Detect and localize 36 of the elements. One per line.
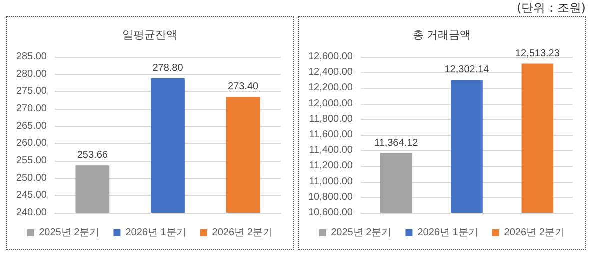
y-tick-label: 12,000.00 <box>308 98 354 110</box>
y-tick-label: 265.00 <box>16 120 48 132</box>
y-tick-label: 11,800.00 <box>309 114 354 125</box>
y-tick-label: 255.00 <box>16 156 48 166</box>
y-tick-label: 12,400.00 <box>308 67 354 78</box>
y-tick-label: 10,600.00 <box>308 208 354 218</box>
y-tick-label: 260.00 <box>16 138 48 150</box>
y-tick-label: 12,600.00 <box>308 52 354 62</box>
legend-label: 2026년 1분기 <box>126 228 186 238</box>
legend-label: 2025년 2분기 <box>39 228 100 238</box>
y-tick-label: 240.00 <box>16 208 48 218</box>
y-tick-label: 11,000.00 <box>309 176 354 188</box>
data-label: 253.66 <box>77 150 108 162</box>
data-label: 12,513.23 <box>515 48 560 60</box>
chart-title: 일평균잔액 <box>122 30 178 42</box>
legend-label: 2025년 2분기 <box>331 228 392 238</box>
y-tick-label: 11,600.00 <box>309 130 354 140</box>
data-label: 12,302.14 <box>444 64 490 76</box>
text: (단위 : 조원) <box>516 0 586 17</box>
y-tick-label: 275.00 <box>16 86 48 98</box>
data-label: 278.80 <box>152 62 184 74</box>
y-tick-label: 280.00 <box>16 68 48 80</box>
chart-title: 총 거래금액 <box>412 30 472 42</box>
legend-label: 2026년 1분기 <box>418 228 478 238</box>
y-tick-label: 12,200.00 <box>308 82 354 94</box>
legend-label: 2026년 2분기 <box>504 228 565 238</box>
y-tick-label: 250.00 <box>16 172 48 184</box>
data-label: 11,364.12 <box>374 138 419 149</box>
y-tick-label: 10,800.00 <box>308 192 354 203</box>
legend-label: 2026년 2분기 <box>212 228 273 238</box>
y-tick-label: 11,200.00 <box>309 160 354 172</box>
y-tick-label: 11,400.00 <box>309 145 354 156</box>
y-tick-label: 270.00 <box>16 104 48 114</box>
y-tick-label: 285.00 <box>16 52 48 62</box>
data-label: 273.40 <box>228 82 260 93</box>
y-tick-label: 245.00 <box>16 190 48 202</box>
